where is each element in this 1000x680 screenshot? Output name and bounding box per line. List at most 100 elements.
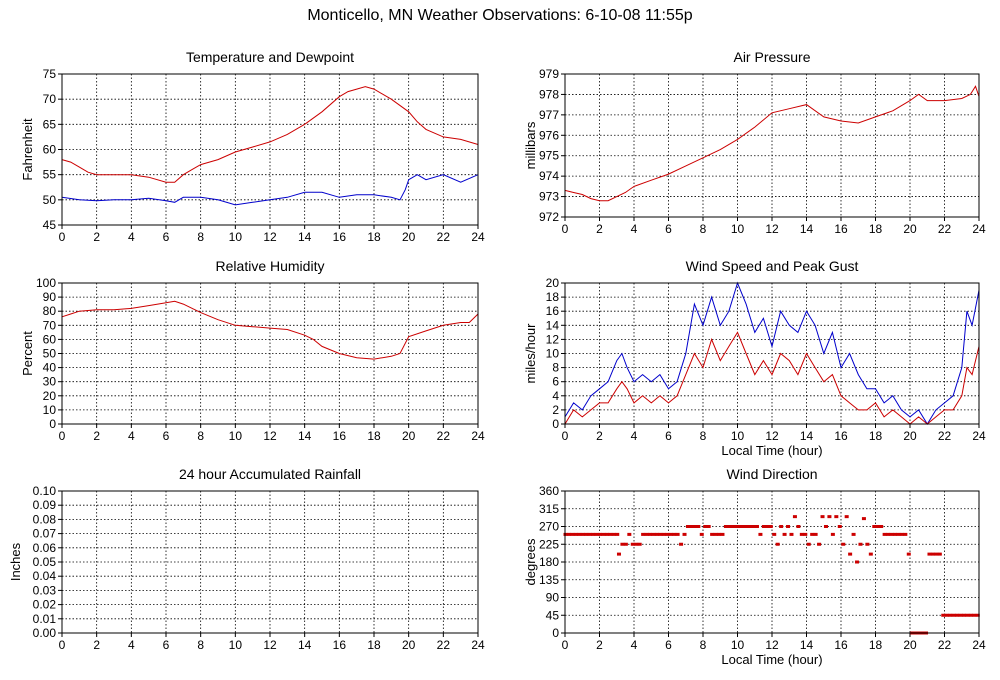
x-tick-label: 4	[128, 429, 135, 443]
data-point	[644, 532, 649, 536]
data-point	[961, 613, 966, 617]
data-point	[573, 532, 578, 536]
y-tick-label: 90	[43, 290, 57, 304]
data-point	[654, 532, 659, 536]
y-tick-label: 50	[43, 347, 57, 361]
y-tick-label: 974	[539, 169, 559, 183]
y-tick-label: 40	[43, 361, 57, 375]
x-tick-label: 24	[972, 222, 986, 236]
data-point	[608, 532, 613, 536]
data-point	[892, 532, 897, 536]
data-point	[748, 525, 753, 528]
data-point	[872, 525, 877, 528]
x-tick-label: 20	[402, 230, 416, 244]
data-point	[865, 542, 870, 546]
y-axis-label: millibars	[523, 121, 538, 169]
x-tick-label: 6	[163, 429, 170, 443]
x-tick-label: 20	[903, 222, 917, 236]
data-point	[820, 515, 825, 519]
data-point	[786, 525, 791, 528]
data-point	[611, 532, 616, 536]
data-point	[751, 525, 756, 528]
data-point	[675, 532, 680, 536]
data-point	[713, 532, 718, 536]
y-tick-label: 976	[539, 128, 559, 142]
x-tick-label: 2	[596, 222, 603, 236]
y-tick-label: 65	[43, 117, 57, 131]
data-point	[823, 525, 828, 528]
data-point	[789, 532, 794, 536]
data-point	[685, 525, 690, 528]
y-tick-label: 6	[552, 375, 559, 389]
x-tick-label: 4	[631, 222, 638, 236]
data-point	[637, 542, 642, 546]
data-point	[765, 525, 770, 528]
data-point	[951, 613, 956, 617]
x-tick-label: 18	[367, 429, 381, 443]
data-point	[689, 525, 694, 528]
x-tick-label: 22	[938, 429, 952, 443]
data-point	[661, 532, 666, 536]
data-point	[741, 525, 746, 528]
data-point	[792, 515, 797, 519]
y-tick-label: 973	[539, 190, 559, 204]
y-tick-label: 972	[539, 210, 559, 224]
data-point	[696, 525, 701, 528]
data-point	[779, 525, 784, 528]
data-point	[587, 532, 592, 536]
y-axis-label: miles/hour	[523, 323, 538, 384]
data-point	[682, 532, 687, 536]
y-tick-label: 315	[539, 502, 559, 516]
data-point	[634, 542, 639, 546]
x-tick-label: 4	[631, 429, 638, 443]
data-point	[723, 525, 728, 528]
data-point	[937, 552, 942, 556]
data-point	[858, 542, 863, 546]
x-tick-label: 22	[437, 638, 451, 652]
data-point	[616, 552, 621, 556]
y-tick-label: 60	[43, 332, 57, 346]
data-point	[965, 613, 970, 617]
y-tick-label: 977	[539, 108, 559, 122]
data-point	[761, 525, 766, 528]
data-point	[886, 532, 891, 536]
data-point	[615, 532, 620, 536]
y-tick-label: 75	[43, 67, 57, 81]
data-point	[577, 532, 582, 536]
y-tick-label: 0.01	[33, 612, 57, 626]
data-point	[717, 532, 722, 536]
x-tick-label: 12	[765, 222, 779, 236]
data-point	[834, 515, 839, 519]
x-tick-label: 24	[471, 230, 485, 244]
data-point	[975, 613, 980, 617]
x-tick-label: 16	[834, 638, 848, 652]
x-tick-label: 6	[163, 230, 170, 244]
y-tick-label: 60	[43, 143, 57, 157]
data-point	[927, 552, 932, 556]
data-point	[641, 532, 646, 536]
data-point	[972, 613, 977, 617]
x-tick-label: 4	[631, 638, 638, 652]
x-tick-label: 8	[700, 638, 707, 652]
y-tick-label: 0.03	[33, 583, 57, 597]
x-tick-label: 10	[731, 222, 745, 236]
data-point	[580, 532, 585, 536]
data-point	[768, 525, 773, 528]
data-point	[934, 552, 939, 556]
x-tick-label: 4	[128, 230, 135, 244]
y-tick-label: 978	[539, 87, 559, 101]
data-point	[827, 515, 832, 519]
data-point	[758, 532, 763, 536]
series-line-0	[564, 281, 980, 425]
series-line-0	[61, 300, 479, 360]
x-tick-label: 14	[800, 222, 814, 236]
y-tick-label: 0.10	[33, 484, 57, 498]
chart-title: Relative Humidity	[216, 258, 325, 274]
data-point	[651, 532, 656, 536]
data-point	[668, 532, 673, 536]
data-point	[566, 532, 571, 536]
x-tick-label: 14	[298, 230, 312, 244]
